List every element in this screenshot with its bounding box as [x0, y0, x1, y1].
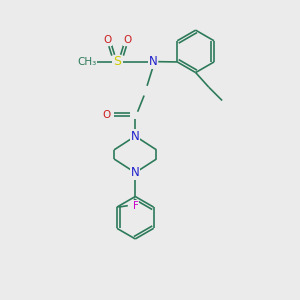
Text: CH₃: CH₃ [77, 57, 96, 67]
Text: O: O [124, 35, 132, 46]
Text: N: N [131, 130, 140, 143]
Text: S: S [114, 55, 122, 68]
Text: O: O [103, 35, 111, 46]
Text: N: N [148, 55, 157, 68]
Text: O: O [102, 110, 110, 120]
Text: N: N [131, 166, 140, 179]
Text: F: F [133, 201, 138, 211]
